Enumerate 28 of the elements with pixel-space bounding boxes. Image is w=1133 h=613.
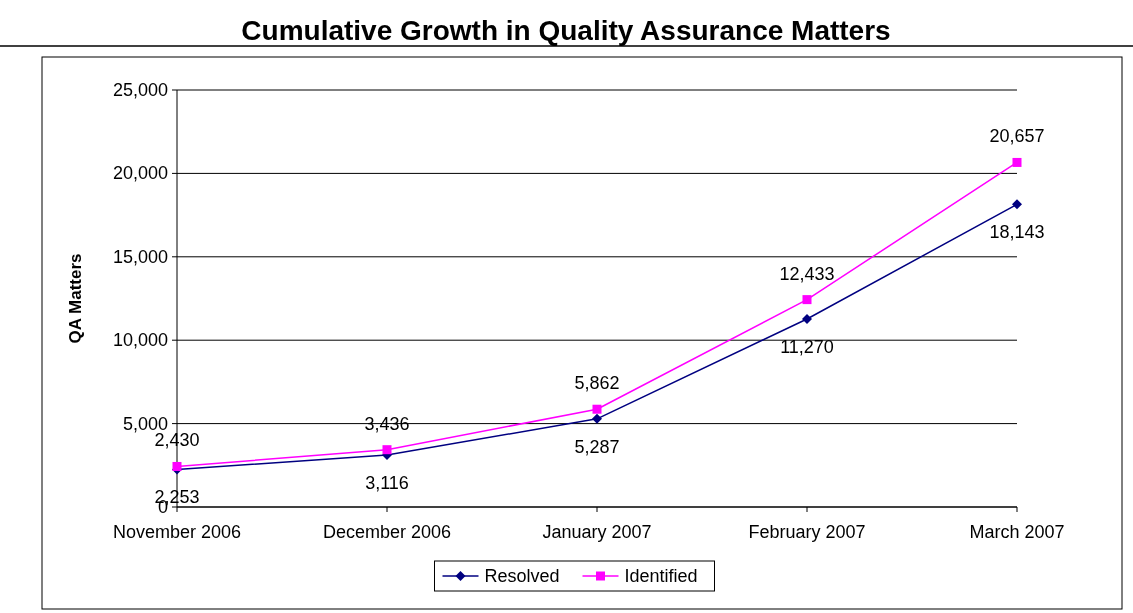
y-tick-label: 10,000 <box>112 330 168 351</box>
data-label: 18,143 <box>989 222 1045 243</box>
x-tick-label: January 2007 <box>542 522 652 542</box>
data-label: 5,287 <box>574 436 620 457</box>
point <box>382 445 392 455</box>
point <box>172 461 182 471</box>
data-label: 11,270 <box>780 337 834 358</box>
point <box>592 404 602 414</box>
point <box>802 314 812 325</box>
y-tick-label: 15,000 <box>112 246 168 267</box>
x-tick-label: December 2006 <box>322 522 452 542</box>
point <box>1012 157 1022 167</box>
y-axis-title: QA Matters <box>66 253 85 344</box>
legend-label: Identified <box>624 566 698 586</box>
x-tick-label: November 2006 <box>112 522 242 542</box>
data-label: 12,433 <box>779 263 835 284</box>
point <box>802 295 812 305</box>
y-tick-label: 25,000 <box>112 80 168 100</box>
point <box>592 413 602 424</box>
chart-title: Cumulative Growth in Quality Assurance Matters <box>241 15 891 46</box>
data-label: 3,116 <box>365 473 409 494</box>
legend-label: Resolved <box>484 566 560 586</box>
data-label: 20,657 <box>989 126 1045 147</box>
y-tick-label: 20,000 <box>112 163 168 184</box>
x-tick-label: March 2007 <box>969 522 1065 542</box>
x-tick-label: February 2007 <box>748 522 866 542</box>
data-label: 5,862 <box>574 373 620 394</box>
point <box>1012 199 1022 210</box>
